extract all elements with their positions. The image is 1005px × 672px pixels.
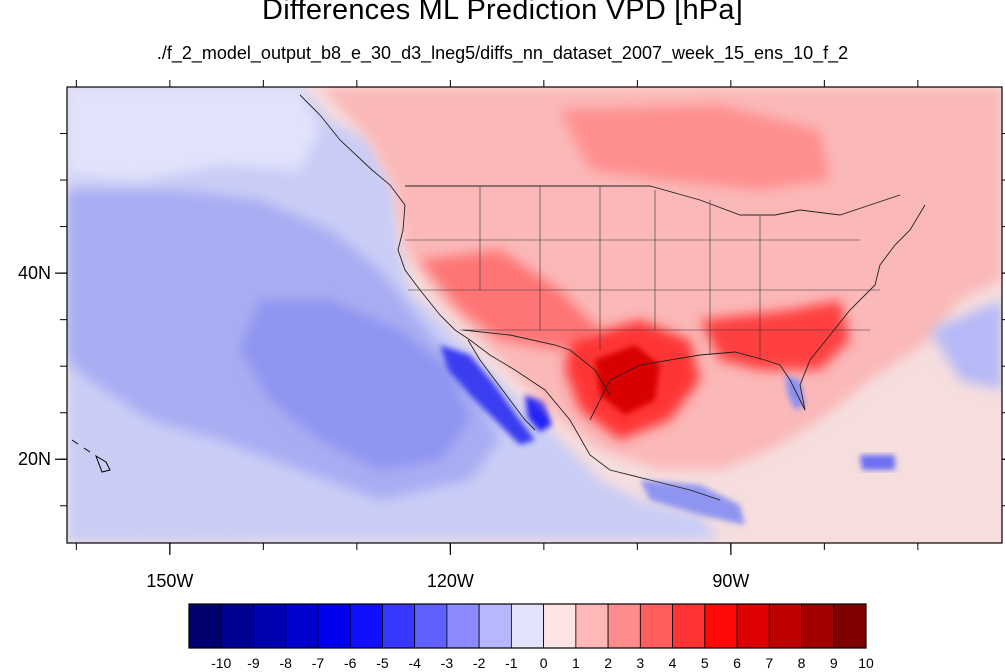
state-lines	[405, 186, 880, 360]
us-mexico-border	[462, 329, 611, 396]
colorbar-swatch	[801, 603, 835, 649]
colorbar-swatch	[220, 603, 254, 649]
lon-tick-label: 120W	[427, 571, 474, 591]
map-frame	[66, 86, 1003, 544]
colorbar-label: 1	[572, 655, 580, 671]
colorbar-label: -1	[505, 655, 518, 671]
colorbar-swatch	[317, 603, 351, 649]
colorbar-frame	[188, 603, 867, 649]
map-field	[67, 87, 1002, 543]
colorbar-swatch	[639, 603, 673, 649]
colorbar-label: -10	[211, 655, 231, 671]
colorbar-swatch	[704, 603, 738, 649]
colorbar-label: 7	[765, 655, 773, 671]
texas-core	[595, 345, 660, 415]
colorbar-label: 6	[733, 655, 741, 671]
colorbar-label: -6	[344, 655, 357, 671]
colorbar-swatch	[285, 603, 319, 649]
north-pacific-light	[67, 87, 320, 180]
colorbar-swatch	[382, 603, 416, 649]
colorbar-swatch	[575, 603, 609, 649]
colorbar-label: 0	[540, 655, 548, 671]
colorbar-swatch	[188, 603, 222, 649]
colorbar-label: 8	[798, 655, 806, 671]
florida-negative	[785, 375, 805, 410]
colorbar-label: -7	[312, 655, 325, 671]
central-america-negative	[640, 480, 745, 525]
gulf-coastline	[589, 204, 926, 421]
colorbar-label: -8	[279, 655, 292, 671]
lat-tick-label: 40N	[18, 263, 51, 283]
colorbar-label: -3	[441, 655, 454, 671]
colorbar-label: 3	[636, 655, 644, 671]
lon-tick-label: 150W	[146, 571, 193, 591]
caribbean-negative	[860, 455, 895, 470]
colorbar-swatch	[446, 603, 480, 649]
colorbar-swatch	[736, 603, 770, 649]
axis-ticks: 150W 120W 90W 40N 20N	[18, 80, 1005, 591]
pacific-strong-negative	[240, 300, 470, 470]
colorbar-label: 5	[701, 655, 709, 671]
colorbar-swatch	[414, 603, 448, 649]
map-title: Differences ML Prediction VPD [hPa]	[262, 0, 743, 26]
colorbar-label: -9	[247, 655, 260, 671]
hawaii-island	[71, 439, 111, 473]
canada-positive	[560, 105, 830, 190]
canada-us-border	[405, 185, 901, 216]
colorbar-swatch	[543, 603, 577, 649]
baja-peninsula	[467, 339, 536, 431]
colorbar-label: -5	[376, 655, 389, 671]
colorbar-label: 9	[830, 655, 838, 671]
colorbar-swatch	[672, 603, 706, 649]
colorbar: -10 -9 -8 -7 -6 -5 -4 -3 -2 -1 0 1 2 3 4 5 6 7 8 9 10	[188, 603, 874, 671]
colorbar-swatch	[510, 603, 545, 649]
map-subtitle: ./f_2_model_output_b8_e_30_d3_lneg5/diff…	[156, 43, 849, 63]
colorbar-swatch	[478, 603, 512, 649]
colorbar-label: 10	[858, 655, 874, 671]
lat-tick-label: 20N	[18, 449, 51, 469]
baja-coast-negative	[440, 345, 535, 445]
colorbar-swatch	[768, 603, 802, 649]
colorbar-swatch	[253, 603, 287, 649]
colorbar-swatch	[833, 603, 867, 649]
colorbar-label: 4	[669, 655, 677, 671]
west-coastline	[299, 94, 721, 501]
continent-positive-region	[320, 87, 1002, 470]
colorbar-label: -4	[408, 655, 421, 671]
southwest-positive	[420, 250, 600, 350]
colorbar-swatch	[349, 603, 383, 649]
lon-tick-label: 90W	[712, 571, 749, 591]
atlantic-negative	[930, 300, 1002, 390]
coastlines-and-borders	[299, 94, 926, 501]
colorbar-swatch	[607, 603, 641, 649]
colorbar-label: -2	[473, 655, 486, 671]
colorbar-label: 2	[604, 655, 612, 671]
